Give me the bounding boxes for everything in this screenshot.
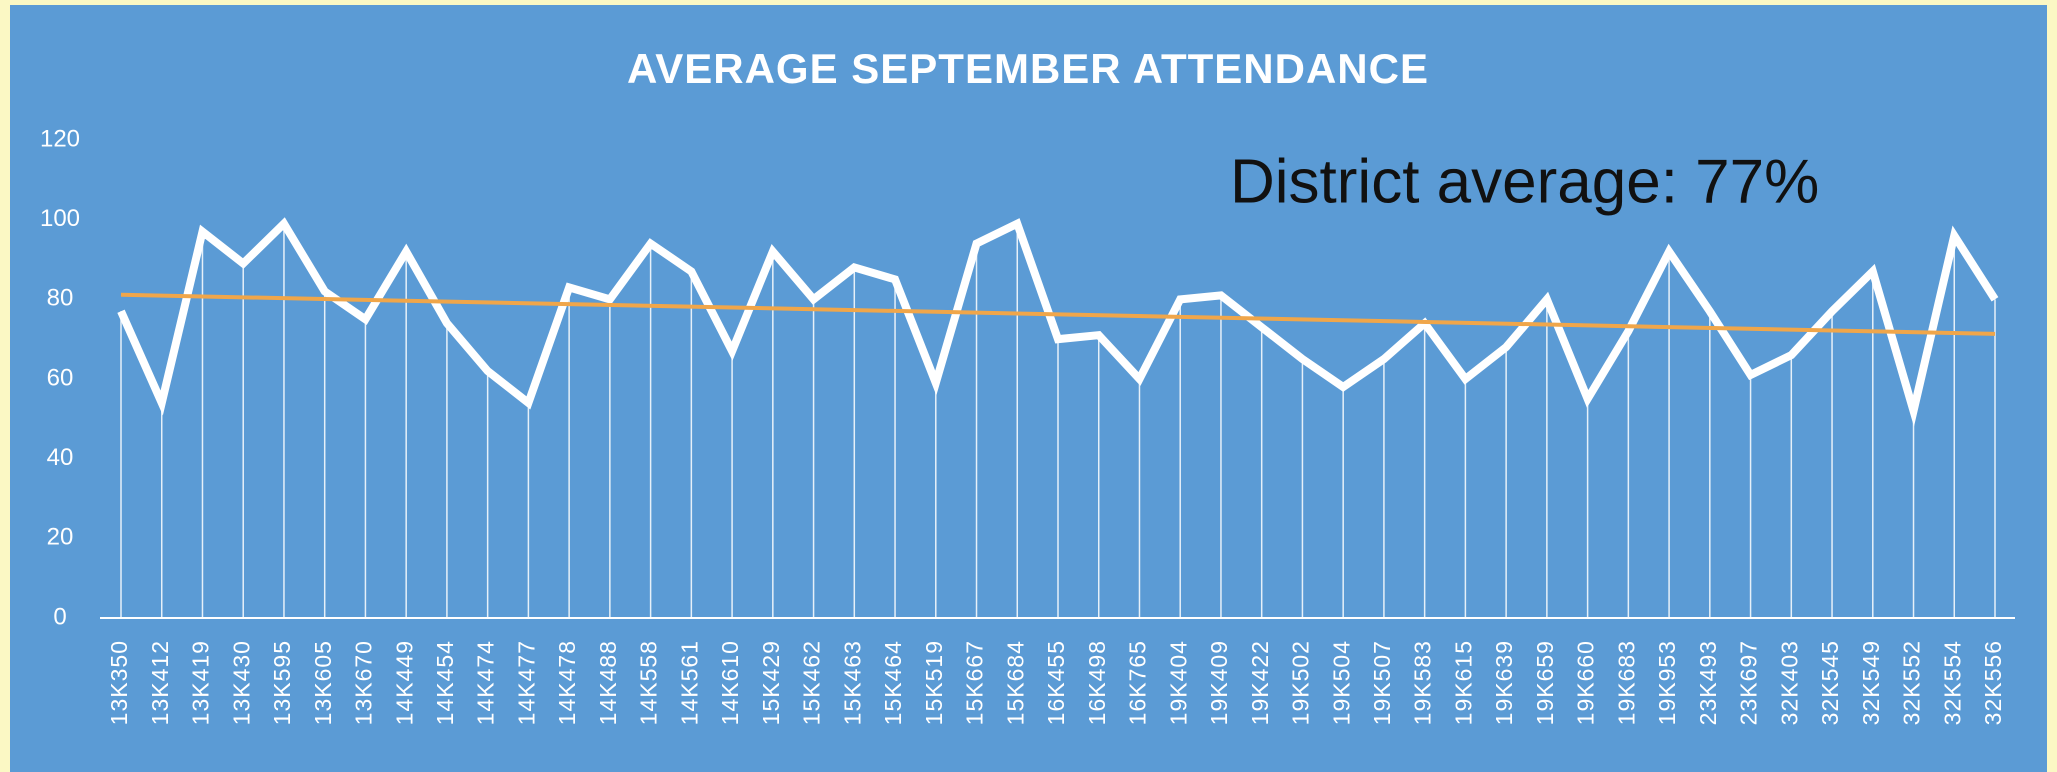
x-tick-label: 13K350 [106,640,132,725]
x-tick-label: 19K409 [1206,640,1232,725]
x-tick-label: 16K765 [1125,640,1151,725]
x-tick-label: 14K610 [717,640,743,725]
x-tick-label: 14K477 [513,640,539,725]
y-tick-label: 40 [47,444,74,471]
x-tick-label: 13K412 [147,640,173,725]
x-tick-label: 14K474 [473,640,499,725]
x-tick-label: 14K561 [676,640,702,725]
chart-background [10,5,2047,772]
x-tick-label: 32K545 [1817,640,1843,725]
x-tick-label: 14K449 [391,640,417,725]
x-tick-label: 19K502 [1288,640,1314,725]
x-tick-label: 14K454 [432,640,458,725]
x-tick-label: 19K583 [1410,640,1436,725]
x-tick-label: 19K422 [1247,640,1273,725]
y-tick-label: 20 [47,524,74,551]
y-tick-label: 100 [40,205,80,232]
x-tick-label: 15K429 [758,640,784,725]
x-tick-label: 15K667 [962,640,988,725]
x-tick-label: 19K507 [1369,640,1395,725]
x-tick-label: 13K605 [310,640,336,725]
x-tick-label: 16K498 [1084,640,1110,725]
x-tick-label: 32K556 [1980,640,2006,725]
x-tick-label: 23K697 [1736,640,1762,725]
x-tick-label: 32K549 [1858,640,1884,725]
x-tick-label: 15K519 [921,640,947,725]
y-tick-label: 120 [40,125,80,152]
x-tick-label: 13K430 [228,640,254,725]
x-tick-label: 19K639 [1491,640,1517,725]
x-tick-label: 19K504 [1328,640,1354,725]
x-tick-label: 19K404 [1165,640,1191,725]
x-tick-label: 19K615 [1450,640,1476,725]
annotation: District average: 77% [1230,147,1819,216]
x-tick-label: 14K478 [554,640,580,725]
trend-line [120,292,1996,336]
x-tick-label: 14K488 [595,640,621,725]
x-tick-label: 32K552 [1899,640,1925,725]
x-tick-label: 16K455 [1043,640,1069,725]
x-tick-label: 15K462 [799,640,825,725]
x-tick-label: 23K493 [1695,640,1721,725]
x-tick-label: 13K595 [269,640,295,725]
x-tick-label: 19K660 [1573,640,1599,725]
x-tick-label: 15K684 [1002,640,1028,725]
x-tick-label: 15K464 [880,640,906,725]
x-tick-label: 19K953 [1654,640,1680,725]
x-tick-label: 13K419 [188,640,214,725]
x-tick-label: 32K403 [1776,640,1802,725]
y-tick-label: 0 [53,603,66,630]
x-tick-label: 15K463 [839,640,865,725]
x-tick-label: 19K659 [1532,640,1558,725]
x-tick-label: 19K683 [1613,640,1639,725]
y-tick-label: 60 [47,364,74,391]
x-tick-label: 13K670 [351,640,377,725]
chart-title: AVERAGE SEPTEMBER ATTENDANCE [627,45,1429,92]
x-tick-label: 32K554 [1939,640,1965,725]
y-tick-label: 80 [47,285,74,312]
x-tick-label: 14K558 [636,640,662,725]
